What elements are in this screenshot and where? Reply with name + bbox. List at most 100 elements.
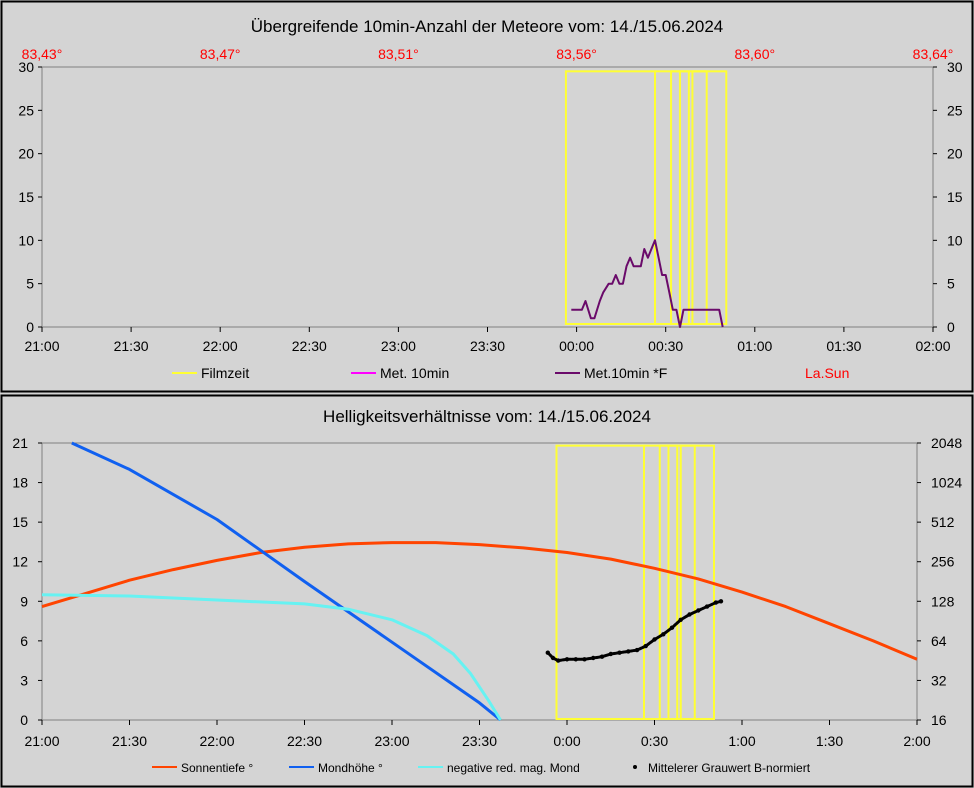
grauwert-point [718,599,724,604]
y2-tick-label: 0 [20,712,28,728]
grauwert-point [634,647,640,653]
y2r-tick-label: 1024 [931,475,962,491]
y2-tick-label: 15 [12,514,28,530]
x2-tick-label: 23:30 [462,733,497,749]
x2-tick-label: 23:00 [374,733,409,749]
y-axis-1-left: 0 5 10 15 20 25 30 [18,59,42,335]
x2-tick-label: 21:30 [112,733,147,749]
x2-tick-label: 22:00 [199,733,234,749]
y2r-tick-label: 128 [931,593,955,609]
grauwert-point [669,625,675,630]
legend-mondhoehe-label: Mondhöhe ° [318,761,383,775]
x2-tick-label: 0:30 [641,733,668,749]
series-mondhoehe [71,441,502,722]
x1-tick-label: 21:30 [114,338,149,354]
y1-tick-label: 0 [26,319,34,335]
grauwert-point [545,650,550,655]
grauwert-point [661,632,666,637]
y1r-tick-label: 15 [947,189,963,205]
y2-tick-label: 6 [20,633,28,649]
grauwert-point [582,657,587,662]
x2-tick-label: 21:00 [24,733,59,749]
x1-tick-label: 00:30 [648,338,683,354]
legend-filmzeit-label: Filmzeit [201,365,249,381]
x1-tick-label: 23:00 [381,338,416,354]
plot-area-1 [41,66,934,328]
series-negative-mag-mond [41,593,502,721]
y1-tick-label: 5 [26,276,34,292]
top-axis-tick-label: 83,56° [556,46,597,62]
top-axis-tick-label: 83,64° [913,46,954,62]
top-axis-tick-label: 83,43° [22,46,63,62]
x1-tick-label: 02:00 [915,338,950,354]
series-sonnentiefe [41,541,918,661]
panel-2-frame [0,394,974,788]
y2r-tick-label: 16 [931,712,947,728]
y2r-tick-label: 64 [931,633,947,649]
grauwert-point [550,655,556,661]
y2-tick-label: 9 [20,593,28,609]
panel-1-frame [0,0,974,393]
grauwert-point [591,655,596,661]
legend-lasun-label: La.Sun [805,365,849,381]
y2-tick-label: 3 [20,672,28,688]
y1r-tick-label: 25 [947,102,963,118]
y1r-tick-label: 10 [947,232,963,248]
legend-sonnentiefe-label: Sonnentiefe ° [181,761,253,775]
y1-tick-label: 20 [18,146,34,162]
y2-tick-label: 18 [12,475,28,491]
top-axis-sun-longitude: 83,43° 83,47° 83,51° 83,56° 83,60° 83,64° [22,46,954,62]
y2-tick-label: 21 [12,435,28,451]
y2r-tick-label: 2048 [931,435,962,451]
x-axis-2: 21:00 21:30 22:00 22:30 23:00 23:30 0:00 0:30 1:… [24,720,931,749]
y2-tick-label: 12 [12,554,28,570]
series-met10min-f [571,239,724,328]
x2-tick-label: 22:30 [287,733,322,749]
y2r-tick-label: 512 [931,514,955,530]
legend-2: Sonnentiefe ° Mondhöhe ° negative red. m… [152,761,811,775]
grauwert-point [608,651,613,657]
x2-tick-label: 1:00 [728,733,755,749]
legend-grauwert-swatch [633,765,637,769]
y1r-tick-label: 20 [947,146,963,162]
grauwert-point [599,654,605,659]
grauwert-point [573,657,578,662]
grauwert-point [687,612,692,617]
top-axis-tick-label: 83,60° [734,46,775,62]
chart-1-title: Übergreifende 10min-Anzahl der Meteore v… [251,17,724,36]
x2-tick-label: 0:00 [553,733,580,749]
y2r-tick-label: 32 [931,672,947,688]
grauwert-point [696,608,701,613]
y-axis-2-left: 0 3 6 9 12 15 18 21 [12,435,42,728]
y1r-tick-label: 30 [947,59,963,75]
x2-tick-label: 1:30 [816,733,843,749]
legend-met10f-label: Met.10min *F [584,365,667,381]
legend-met10-label: Met. 10min [380,365,449,381]
grauwert-point [643,643,648,649]
meteor-count-panel: Übergreifende 10min-Anzahl der Meteore v… [0,0,974,393]
x1-tick-label: 01:30 [826,338,861,354]
plot-area-2 [41,442,918,721]
y1-tick-label: 10 [18,232,34,248]
y1r-tick-label: 0 [947,319,955,335]
grauwert-point [678,617,683,622]
legend-negmag-label: negative red. mag. Mond [447,761,580,775]
top-axis-tick-label: 83,51° [378,46,419,62]
x2-tick-label: 2:00 [903,733,930,749]
brightness-panel: Helligkeitsverhältnisse vom: 14./15.06.2… [0,394,974,788]
y2r-tick-label: 256 [931,554,955,570]
x1-tick-label: 01:00 [737,338,772,354]
grauwert-point [617,650,622,655]
filmzeit-windows-1 [564,70,728,326]
chart-2-title: Helligkeitsverhältnisse vom: 14./15.06.2… [323,407,651,426]
x1-tick-label: 23:30 [470,338,505,354]
y1r-tick-label: 5 [947,276,955,292]
x1-tick-label: 22:30 [292,338,327,354]
series-grauwert [546,599,723,663]
filmzeit-window [691,70,728,326]
legend-grauwert-label: Mittelerer Grauwert B-normiert [648,761,811,775]
x-axis-1: 21:00 21:30 22:00 22:30 23:00 23:30 00:00 00:30… [24,327,951,354]
x1-tick-label: 21:00 [24,338,59,354]
